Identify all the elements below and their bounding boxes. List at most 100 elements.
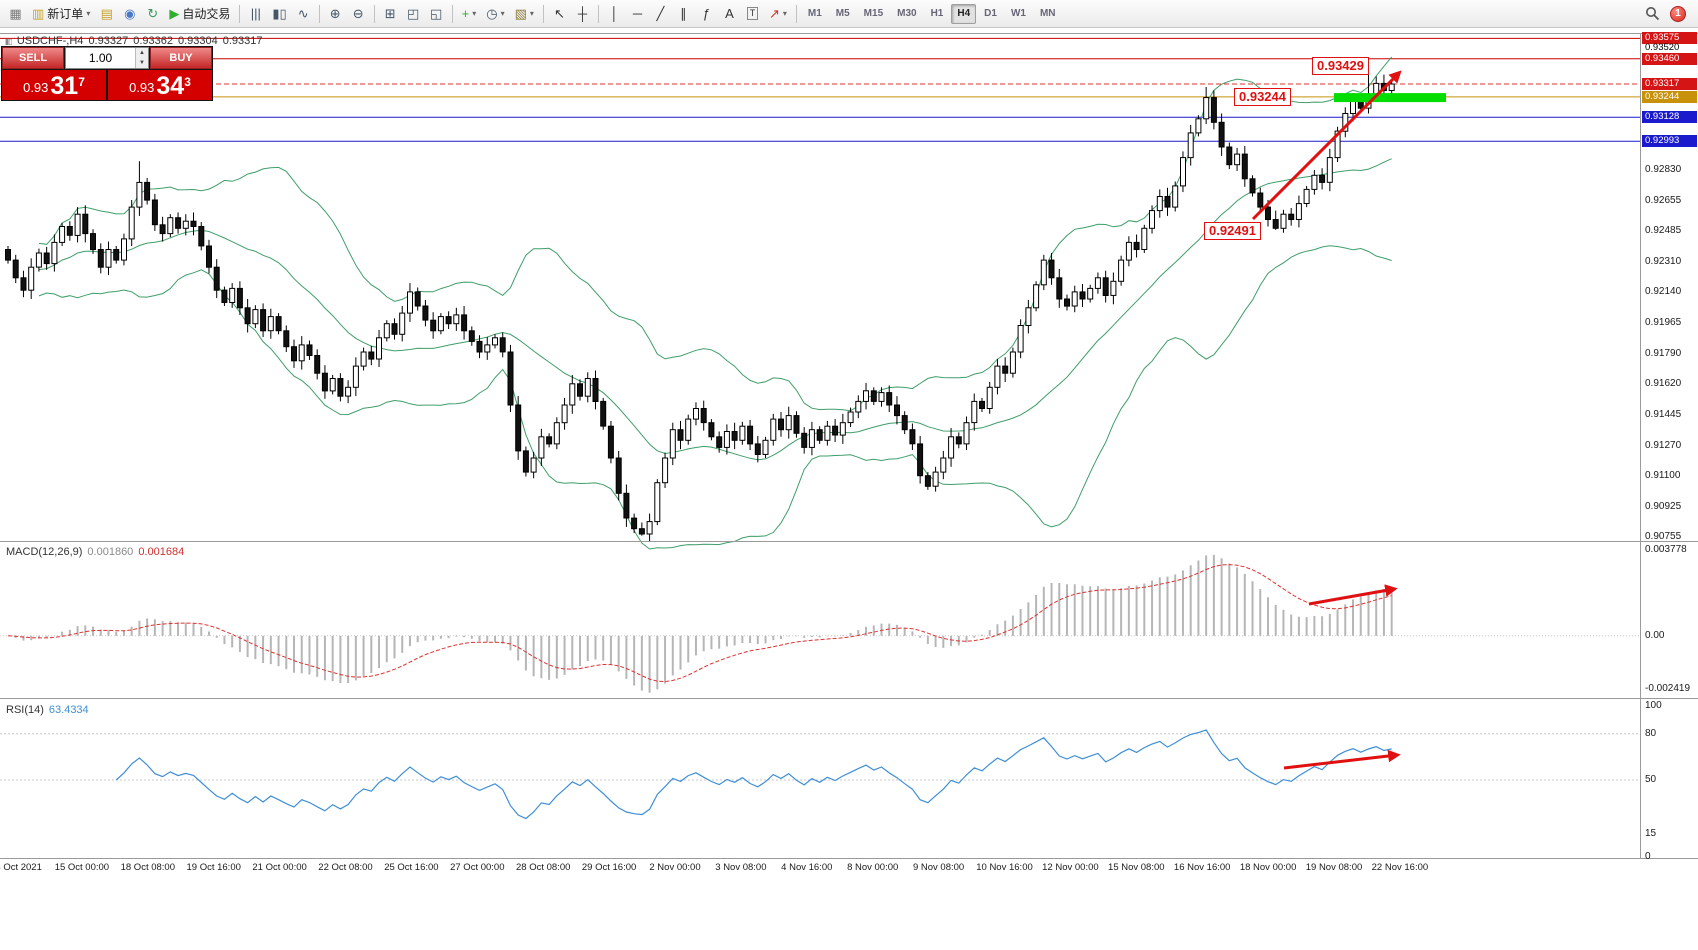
timeframe-m5-button[interactable]: M5 [835,8,850,19]
channel-button[interactable]: ∥ [672,2,695,25]
tile-horizontal-button[interactable]: ◰ [402,2,425,25]
toolbar-separator [239,4,241,23]
toolbar-separator [318,4,320,23]
volume-control[interactable]: ▲ ▼ [65,47,149,69]
periods-button[interactable]: ◷ ▾ [481,2,509,25]
support-zone-layer[interactable] [1334,93,1446,103]
macd-axis-min: -0.002419 [1645,683,1691,694]
cursor-button[interactable]: ↖ [548,2,571,25]
templates-button[interactable]: ▧ ▾ [510,2,539,25]
price-axis-tick: 0.91790 [1645,348,1682,359]
indicators-icon: + [461,6,470,21]
bid-small-digits: 0.93 [23,80,49,95]
timeframe-mn-button[interactable]: MN [1039,8,1056,19]
shapes-button[interactable]: ↗ ▾ [764,2,792,25]
toolbar-separator [451,4,453,23]
price-axis-tick: 0.91445 [1645,409,1682,420]
price-axis-label-0.93244: 0.93244 [1642,91,1697,103]
annotation-breakout-price[interactable]: 0.93244 [1234,88,1291,106]
time-axis-label: 3 Nov 08:00 [715,862,767,873]
bid-price-display[interactable]: 0.93 31 7 [2,70,106,100]
volume-input[interactable] [66,48,135,68]
chart-profiles-button[interactable]: ▤ [95,2,118,25]
indicators-button[interactable]: + ▾ [457,2,482,25]
price-axis-tick: 0.92830 [1645,164,1682,175]
vertical-line-button[interactable]: │ [603,2,626,25]
candlestick-chart-icon: ▮▯ [272,6,287,21]
trend-arrows-layer[interactable] [1251,70,1402,770]
timeframe-d1-button[interactable]: D1 [984,8,997,19]
time-axis-label: 19 Oct 16:00 [186,862,241,873]
notification-badge[interactable]: 1 [1670,5,1686,22]
tile-horizontal-icon: ◰ [407,6,420,21]
text-icon: A [725,6,734,21]
ask-price-display[interactable]: 0.93 34 3 [108,70,212,100]
line-chart-button[interactable]: ∿ [292,2,315,25]
time-axis-label: 16 Nov 16:00 [1173,862,1231,873]
ask-big-digits: 34 [156,72,185,100]
tile-vertical-icon: ◱ [430,6,443,21]
price-axis-label-0.93520: 0.93520 [1645,42,1680,53]
panel-borders [0,33,1698,859]
horizontal-lines-layer[interactable] [0,37,1640,142]
candles-layer[interactable] [5,64,1395,542]
caret-down-icon: ▾ [529,9,534,18]
chart-high-value: 0.93362 [133,35,173,47]
bars-chart-button[interactable]: ||| [244,2,267,25]
price-axis-label-0.93575: 0.93575 [1642,32,1697,44]
macd-indicator-label: MACD(12,26,9) 0.001860 0.001684 [6,546,184,558]
candlestick-chart-button[interactable]: ▮▯ [267,2,291,25]
price-axis-label-0.92993: 0.92993 [1642,135,1697,147]
market-watch-icon: ◉ [124,6,136,21]
timeframe-h1-button[interactable]: H1 [930,8,944,19]
buy-button[interactable]: BUY [150,47,212,69]
text-button[interactable]: A [718,2,741,25]
price-axis-tick: 0.92655 [1645,195,1682,206]
toolbar-right-group: 1 [1645,5,1694,22]
volume-spinner[interactable]: ▲ ▼ [135,48,148,68]
timeframe-m15-button[interactable]: M15 [863,8,884,19]
market-watch-button[interactable]: ◉ [118,2,141,25]
sell-button[interactable]: SELL [2,47,64,69]
price-axis-tick: 0.90925 [1645,501,1682,512]
search-icon[interactable] [1645,6,1660,21]
zoom-in-icon: ⊕ [329,6,341,21]
timeframe-m1-button[interactable]: M1 [807,8,822,19]
new-order-button[interactable]: ▥ 新订单 ▾ [27,2,95,25]
rsi-axis-tick: 80 [1645,728,1657,739]
autotrade-button[interactable]: ▶ 自动交易 [164,2,235,25]
timeframe-m30-button[interactable]: M30 [897,8,917,19]
chart-symbol-period: USDCHF-,H4 [16,35,84,47]
tile-vertical-button[interactable]: ◱ [425,2,448,25]
tile-windows-icon: ⊞ [384,6,396,21]
fibonacci-button[interactable]: ƒ [695,2,718,25]
zoom-out-button[interactable]: ⊖ [347,2,370,25]
zoom-in-button[interactable]: ⊕ [324,2,347,25]
trendline-button[interactable]: ╱ [649,2,672,25]
chart-low-value: 0.93304 [177,35,218,47]
horizontal-line-button[interactable]: ─ [626,2,649,25]
crosshair-icon: ┼ [577,6,588,21]
new-order-button-label: 新订单 [47,7,84,21]
label-button[interactable]: T [741,2,764,25]
time-axis-label: 9 Nov 08:00 [912,862,965,873]
volume-down-icon[interactable]: ▼ [136,58,148,68]
tile-windows-button[interactable]: ⊞ [379,2,402,25]
rsi-layer [0,729,1640,820]
timeframe-w1-button[interactable]: W1 [1010,8,1026,19]
timeframe-h4-button[interactable]: H4 [951,3,977,24]
refresh-button[interactable]: ↻ [141,2,164,25]
annotation-high-price[interactable]: 0.93429 [1312,57,1369,75]
macd-signal-value: 0.001684 [138,546,185,558]
volume-up-icon[interactable]: ▲ [136,48,148,58]
time-axis-label: 13 Oct 2021 [0,862,42,873]
price-axis-label-0.93128: 0.93128 [1642,111,1697,123]
crosshair-button[interactable]: ┼ [571,2,594,25]
autotrade-button-label: 自动交易 [182,7,231,21]
charts-window-button[interactable]: ▦ [4,2,27,25]
fibonacci-icon: ƒ [702,6,711,21]
annotation-low-price[interactable]: 0.92491 [1204,222,1261,240]
time-axis-label: 8 Nov 00:00 [847,862,899,873]
price-axis-tick: 0.91965 [1645,317,1682,328]
